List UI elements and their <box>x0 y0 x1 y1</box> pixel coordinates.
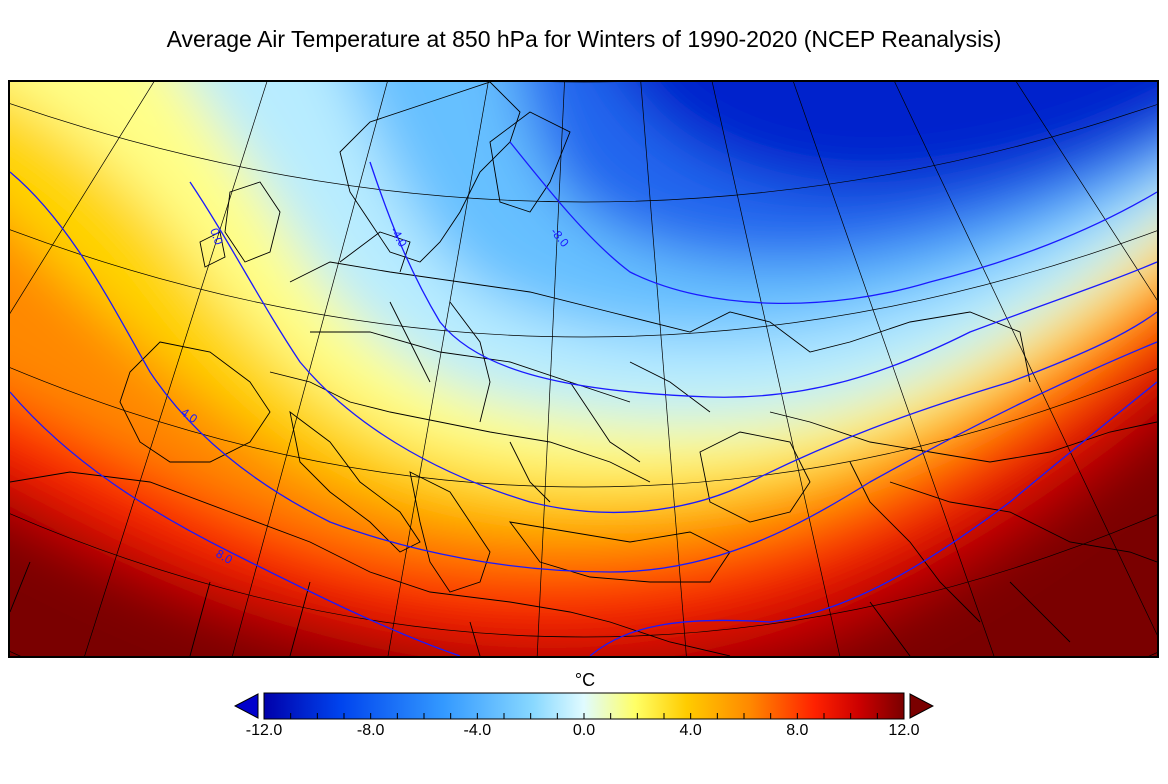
colorbar-tick-label: 12.0 <box>888 722 920 739</box>
colorbar-extend-max <box>909 693 934 719</box>
contour-8-east <box>589 381 1157 656</box>
colorbar-tick-label: -12.0 <box>245 722 283 739</box>
contour-minus-8 <box>509 141 1157 304</box>
contour-zero <box>189 181 1157 514</box>
graticule <box>10 82 1157 656</box>
colorbar-unit: °C <box>574 670 596 690</box>
contour-8 <box>10 391 461 656</box>
temperature-map: 0.0 -4.0 -8.0 4.0 8.0 <box>8 80 1159 658</box>
colorbar-ticks <box>263 713 905 719</box>
contour-minus-4 <box>369 161 1157 398</box>
temperature-field <box>10 82 1157 656</box>
colorbar-tick-label: 0.0 <box>572 722 596 739</box>
colorbar-tick-label: -4.0 <box>463 722 492 739</box>
chart-title: Average Air Temperature at 850 hPa for W… <box>166 26 1002 52</box>
colorbar-tick-label: 4.0 <box>679 722 702 739</box>
contour-lines <box>10 141 1157 656</box>
colorbar <box>234 692 934 720</box>
colorbar-extend-min <box>234 693 259 719</box>
contour-4 <box>10 171 1157 573</box>
colorbar-tick-label: 8.0 <box>786 722 809 739</box>
coastlines <box>10 82 1157 656</box>
contour-label: 0.0 <box>207 226 226 247</box>
map-svg: 0.0 -4.0 -8.0 4.0 8.0 <box>10 82 1157 656</box>
colorbar-tick-label: -8.0 <box>356 722 385 739</box>
